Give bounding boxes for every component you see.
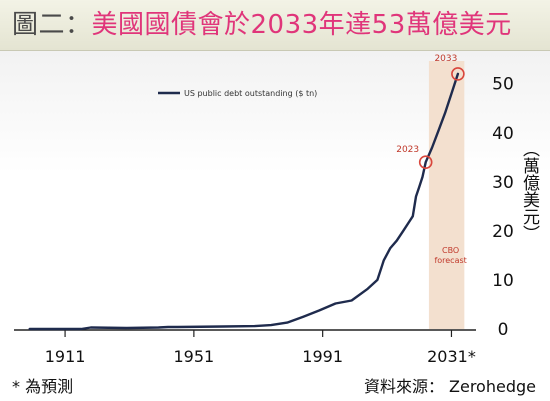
y-tick-label: 0 [498,320,509,340]
y-tick-label: 30 [492,173,514,193]
y-axis-label: （萬億美元） [519,140,539,242]
x-tick-label: 1911 [45,347,86,366]
legend-entry: US public debt outstanding ($ tn) [184,89,317,98]
y-tick-label: 20 [492,222,514,242]
title-bar: 圖二：美國國債會於2033年達53萬億美元 [0,0,550,51]
forecast-footnote: * 為預測 [12,377,74,396]
forecast-band [428,61,465,329]
y-tick-label: 10 [492,271,514,291]
x-tick-label: 1951 [174,347,215,366]
chart-area: CBO forecast 1911 1951 1991 2031* 0 10 20 30 40 50 U… [0,51,550,401]
marker-circle [451,67,465,81]
chart-title: 圖二：美國國債會於2033年達53萬億美元 [12,8,512,42]
marker-label: 2023 [396,145,419,155]
debt-line-chart: CBO forecast 1911 1951 1991 2031* 0 10 20 30 40 50 U… [14,54,514,366]
debt-series-line [28,72,460,331]
marker-label: 2033 [434,54,457,64]
x-tick-label: 2031* [427,347,476,366]
y-tick-label: 50 [492,75,514,95]
y-tick-label: 40 [492,124,514,144]
marker-circle [418,155,433,170]
forecast-label: CBO forecast [434,246,466,265]
title-prefix: 圖二： [12,10,92,40]
title-main: 美國國債會於2033年達53萬億美元 [91,10,512,40]
source-note: 資料來源： Zerohedge [363,377,536,396]
x-tick-label: 1991 [302,347,343,366]
